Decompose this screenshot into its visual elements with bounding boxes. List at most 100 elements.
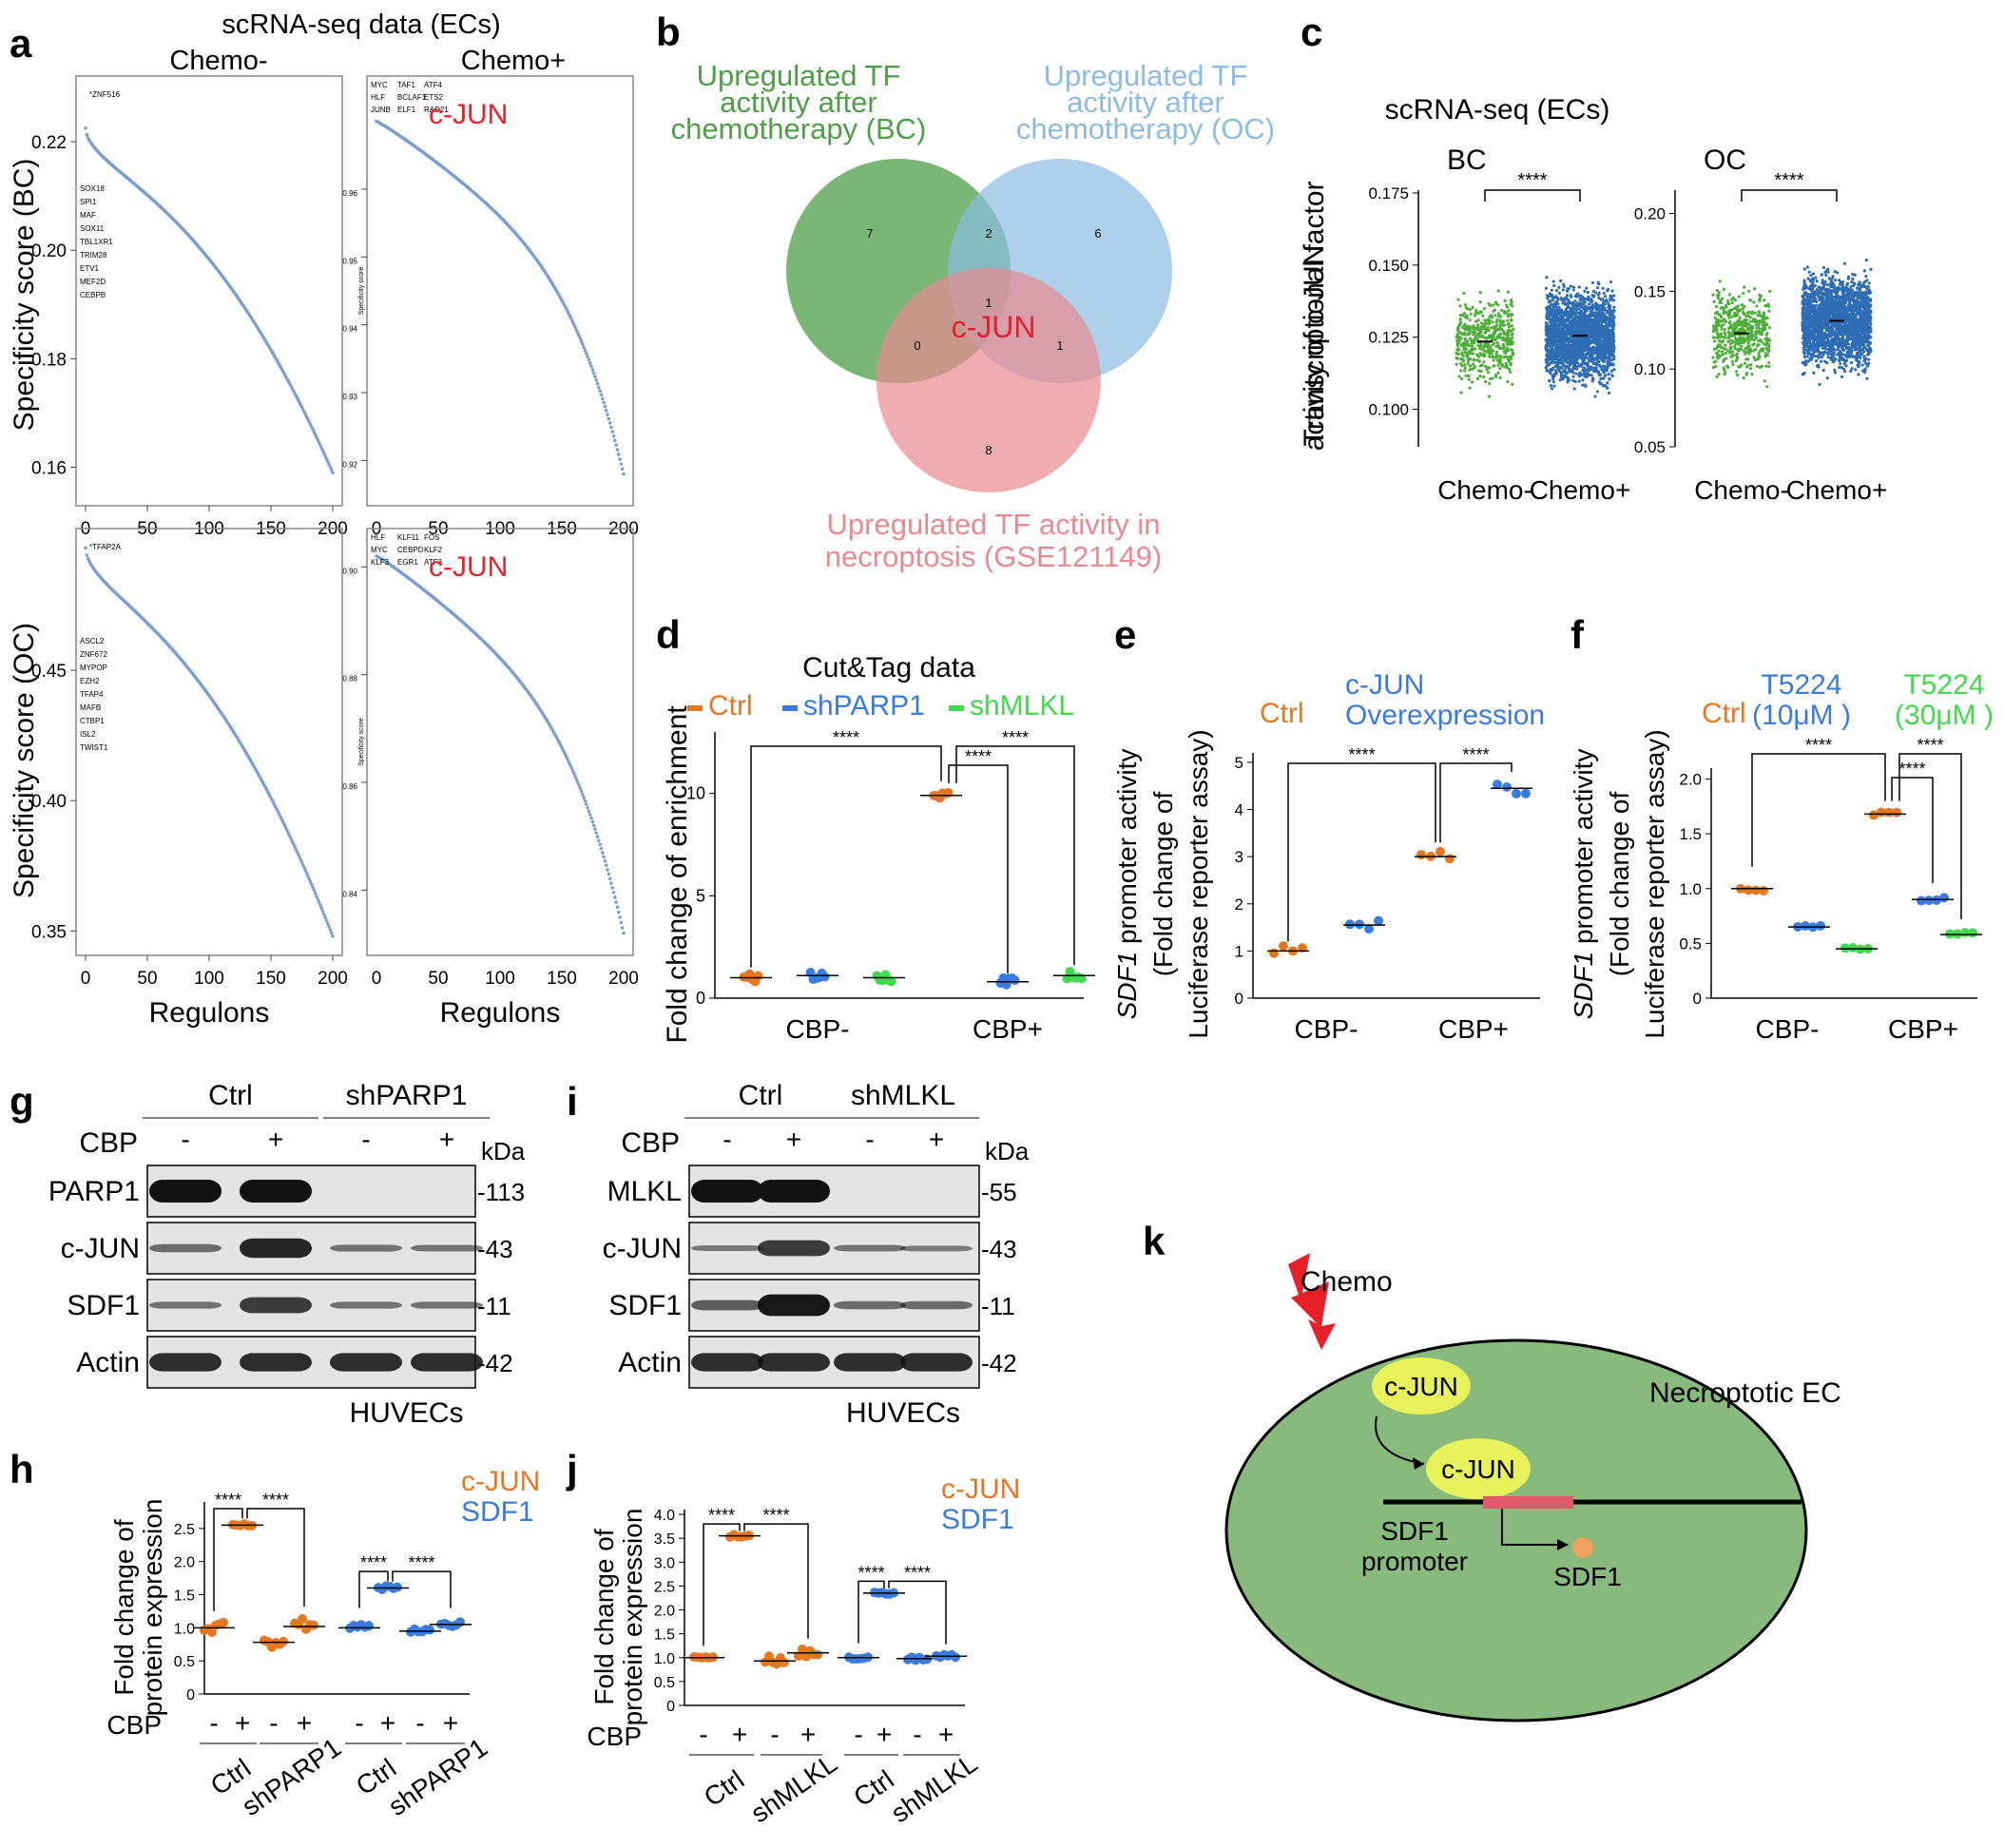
cell-point <box>1473 328 1476 332</box>
regulon-point <box>562 750 567 754</box>
cell-point <box>1612 298 1616 302</box>
regulon-point <box>615 448 620 452</box>
cell-point <box>1711 336 1715 339</box>
cell-point <box>1468 386 1472 390</box>
y-tick-label: 0.20 <box>1634 205 1666 223</box>
cell-point <box>1764 364 1768 368</box>
cell-point <box>1481 314 1485 318</box>
cell-point <box>1574 329 1578 333</box>
cell-point <box>1756 314 1760 318</box>
cell-point <box>1599 349 1603 353</box>
cell-point <box>1750 310 1754 314</box>
regulon-point <box>589 816 593 820</box>
y-tick-label: 0.150 <box>1368 257 1409 275</box>
venn-count: 7 <box>866 226 873 241</box>
cell-point <box>1718 343 1722 347</box>
cell-point <box>1599 338 1603 342</box>
regulon-point <box>311 427 315 432</box>
cell-point <box>1555 336 1559 339</box>
cell-point <box>1727 313 1731 317</box>
cell-point <box>1580 351 1584 355</box>
cell-point <box>1570 315 1573 318</box>
cell-point <box>1842 261 1847 265</box>
regulon-point <box>309 882 314 887</box>
cell-point <box>1496 312 1501 316</box>
cell-point <box>1547 341 1551 345</box>
cell-point <box>1736 337 1741 341</box>
cell-point <box>1550 348 1553 353</box>
cell-point <box>1608 356 1612 360</box>
cell-point <box>1471 352 1474 356</box>
cell-point <box>1569 350 1572 354</box>
regulon-label: SOX11 <box>80 224 105 233</box>
y-tick-label: 0.88 <box>342 675 357 683</box>
regulon-point <box>599 393 604 397</box>
cell-point <box>1716 353 1720 357</box>
cell-point <box>1564 371 1569 375</box>
venn-circle-necroptosis <box>877 268 1101 492</box>
cell-point <box>1574 307 1578 311</box>
venn-count: 2 <box>985 226 992 241</box>
regulon-point <box>607 872 611 876</box>
cell-point <box>1554 295 1558 298</box>
cell-point <box>1552 384 1556 388</box>
regulon-label: TFAP4 <box>80 690 104 699</box>
cell-point <box>1571 288 1575 292</box>
cell-point <box>1722 366 1725 370</box>
cell-point <box>1596 318 1600 321</box>
cell-point <box>1597 323 1601 327</box>
cell-point <box>1602 376 1606 380</box>
cell-point <box>1550 313 1554 318</box>
cell-point <box>1765 316 1769 320</box>
regulon-point <box>611 433 616 438</box>
cell-point <box>1721 297 1725 300</box>
cell-point <box>1610 374 1615 377</box>
cell-point <box>1478 329 1482 333</box>
cell-point <box>1728 319 1732 323</box>
cell-point <box>1608 376 1611 380</box>
cell-point <box>1747 289 1751 293</box>
regulon-label: CTBP1 <box>80 717 105 725</box>
cell-point <box>1602 291 1606 295</box>
venn-set-label: Upregulated TF <box>697 59 901 92</box>
cell-point <box>1510 314 1513 318</box>
cell-point <box>1501 342 1505 346</box>
cell-point <box>1501 347 1505 351</box>
cell-point <box>1763 379 1766 383</box>
cell-point <box>1462 332 1467 336</box>
regulon-point <box>603 858 607 863</box>
cell-point <box>1611 332 1615 336</box>
cell-point <box>1544 348 1549 352</box>
regulon-point <box>570 319 575 324</box>
cell-point <box>1597 304 1601 308</box>
cell-point <box>1821 346 1825 350</box>
cell-point <box>1753 311 1757 315</box>
regulon-point <box>590 819 595 824</box>
cell-point <box>1724 370 1727 374</box>
cell-point <box>1729 335 1734 338</box>
x-tick-label: 200 <box>608 969 639 989</box>
cell-point <box>1489 349 1493 354</box>
regulon-point <box>294 846 298 851</box>
cell-point <box>1500 308 1504 313</box>
cell-point <box>1550 288 1554 292</box>
cell-point <box>1482 360 1486 364</box>
cell-point <box>1463 351 1468 355</box>
cell-point <box>1608 335 1611 338</box>
cell-point <box>1764 333 1768 337</box>
cell-point <box>1489 335 1493 338</box>
cell-point <box>1602 312 1606 316</box>
x-tick-label: 200 <box>318 969 348 989</box>
cell-point <box>1764 304 1768 308</box>
cell-point <box>1582 302 1586 306</box>
cell-point <box>1496 358 1500 363</box>
cell-point <box>1600 324 1604 329</box>
cell-point <box>1511 340 1514 344</box>
regulon-point <box>594 831 599 835</box>
cell-point <box>1570 343 1574 347</box>
cell-point <box>1466 361 1470 365</box>
cell-point <box>1488 352 1492 356</box>
cell-point <box>1562 375 1566 378</box>
cell-point <box>1546 297 1550 300</box>
